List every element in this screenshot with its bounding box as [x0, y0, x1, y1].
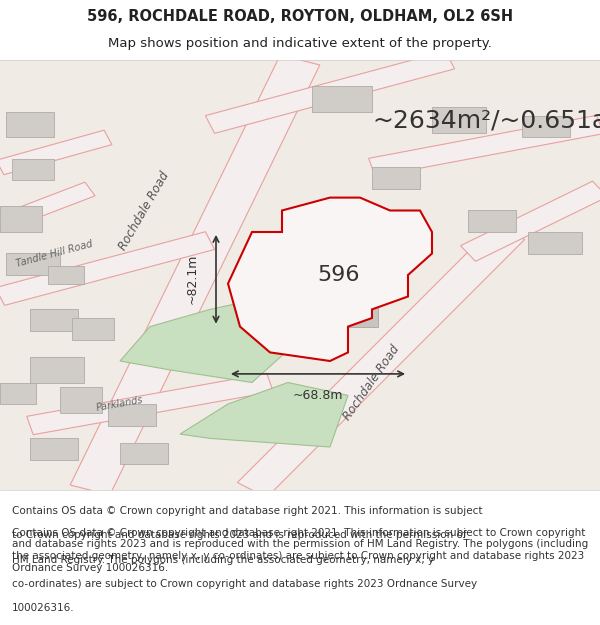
Bar: [120, 442, 168, 464]
Polygon shape: [461, 181, 600, 261]
Text: co-ordinates) are subject to Crown copyright and database rights 2023 Ordnance S: co-ordinates) are subject to Crown copyr…: [12, 579, 477, 589]
Text: to Crown copyright and database rights 2023 and is reproduced with the permissio: to Crown copyright and database rights 2…: [12, 531, 467, 541]
Text: ~2634m²/~0.651ac.: ~2634m²/~0.651ac.: [372, 108, 600, 132]
Bar: [48, 266, 84, 284]
Bar: [60, 387, 102, 412]
Text: ~82.1m: ~82.1m: [185, 254, 199, 304]
Bar: [6, 112, 54, 138]
Text: Rochdale Road: Rochdale Road: [116, 169, 172, 252]
Bar: [30, 438, 78, 460]
Bar: [72, 318, 114, 339]
Bar: [312, 86, 372, 112]
Polygon shape: [0, 182, 95, 230]
Bar: [30, 357, 84, 382]
Text: Contains OS data © Crown copyright and database right 2021. This information is : Contains OS data © Crown copyright and d…: [12, 506, 482, 516]
Text: 596: 596: [318, 265, 360, 285]
Text: Parklands: Parklands: [95, 395, 145, 413]
Bar: [432, 107, 486, 133]
Bar: [468, 211, 516, 232]
Text: ~68.8m: ~68.8m: [293, 389, 343, 402]
Bar: [330, 292, 378, 327]
Bar: [108, 404, 156, 426]
Text: 100026316.: 100026316.: [12, 603, 74, 613]
Polygon shape: [180, 382, 348, 447]
Bar: [0, 382, 36, 404]
Bar: [6, 254, 60, 275]
Bar: [522, 116, 570, 138]
Bar: [30, 309, 78, 331]
Bar: [288, 309, 336, 335]
Text: Contains OS data © Crown copyright and database right 2021. This information is : Contains OS data © Crown copyright and d…: [12, 528, 588, 572]
Bar: [270, 232, 330, 266]
Text: HM Land Registry. The polygons (including the associated geometry, namely x, y: HM Land Registry. The polygons (includin…: [12, 555, 434, 565]
Polygon shape: [0, 232, 215, 306]
Text: 596, ROCHDALE ROAD, ROYTON, OLDHAM, OL2 6SH: 596, ROCHDALE ROAD, ROYTON, OLDHAM, OL2 …: [87, 9, 513, 24]
Polygon shape: [205, 51, 455, 133]
Text: Map shows position and indicative extent of the property.: Map shows position and indicative extent…: [108, 37, 492, 50]
Polygon shape: [238, 224, 524, 498]
Bar: [372, 168, 420, 189]
Polygon shape: [27, 373, 273, 434]
Polygon shape: [0, 130, 112, 175]
Polygon shape: [70, 55, 320, 495]
Bar: [528, 232, 582, 254]
Bar: [0, 206, 42, 232]
Polygon shape: [228, 198, 432, 361]
Polygon shape: [120, 296, 300, 382]
Bar: [12, 159, 54, 181]
Polygon shape: [368, 116, 600, 177]
Text: Rochdale Road: Rochdale Road: [341, 342, 403, 422]
Text: Tandle Hill Road: Tandle Hill Road: [14, 239, 94, 269]
